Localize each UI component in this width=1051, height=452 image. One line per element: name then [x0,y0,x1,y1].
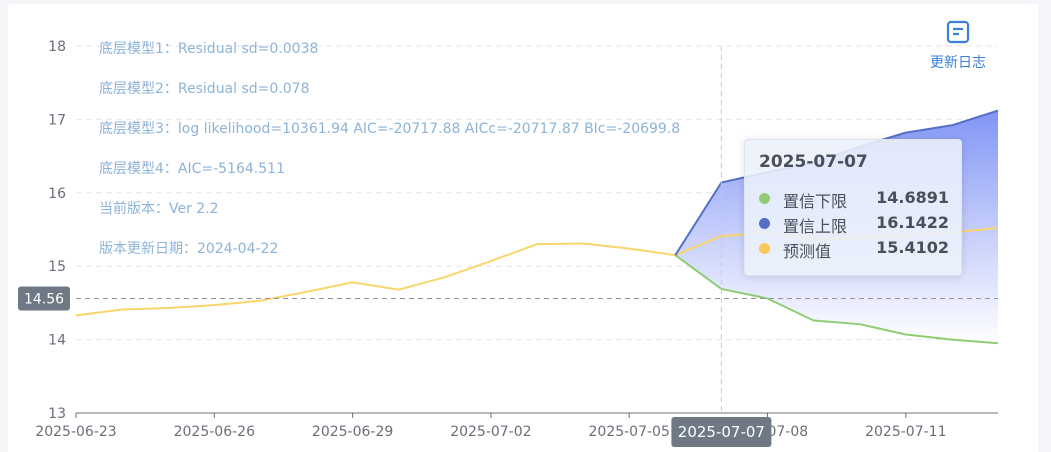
tooltip-name-upper: 置信上限 [783,217,848,236]
tooltip-row-upper: 置信上限 16.1422 [759,213,949,236]
x-tick-label: 2025-06-29 [312,424,393,440]
tooltip-dot-lower [759,193,770,204]
tooltip-title: 2025-07-07 [759,152,868,172]
model-note-3: 底层模型3：log likelihood=10361.94 AIC=-20717… [99,121,680,137]
x-tick-label: 2025-07-05 [589,424,670,440]
tooltip-row-lower: 置信下限 14.6891 [759,188,949,211]
y-tick-label: 16 [48,186,66,202]
y-pointer-badge [18,286,70,311]
x-tick-label: 2025-07-11 [865,424,946,440]
model-note-5: 当前版本：Ver 2.2 [99,200,219,217]
lower-bound-line [674,254,999,345]
tooltip-name-forecast: 预测值 [783,242,832,261]
tooltip-value-upper: 16.1422 [876,213,949,232]
x-tick-label: 2025-06-26 [174,424,255,440]
tooltip-row-forecast: 预测值 15.4102 [759,238,949,261]
tooltip-name-lower: 置信下限 [783,192,848,211]
tooltip-value-lower: 14.6891 [876,188,949,207]
x-pointer-label: 2025-07-07 [678,423,765,441]
tooltip-dot-forecast [759,243,770,254]
tooltip-value-forecast: 15.4102 [876,238,949,257]
tooltip-dot-upper [759,218,770,229]
model-note-1: 底层模型1：Residual sd=0.0038 [99,41,318,57]
x-pointer-badge [671,417,772,447]
y-tick-label: 13 [48,406,66,422]
tooltip: 2025-07-07 置信下限 14.6891 置信上限 16.1422 预测值… [744,139,962,276]
model-note-2: 底层模型2：Residual sd=0.078 [99,81,309,97]
y-tick-label: 17 [48,112,66,128]
x-tick-label: 2025-07-02 [450,424,531,440]
model-note-4: 底层模型4：AIC=-5164.511 [99,161,285,177]
update-log-label: 更新日志 [930,55,986,71]
update-log-button[interactable]: 更新日志 [922,20,994,72]
document-lines-icon [946,20,970,44]
y-tick-label: 15 [48,259,66,275]
y-tick-label: 18 [48,39,66,55]
y-pointer-label: 14.56 [24,291,64,307]
x-tick-label: 2025-06-23 [35,424,116,440]
y-tick-label: 14 [48,333,66,349]
model-note-6: 版本更新日期：2024-04-22 [99,241,278,257]
